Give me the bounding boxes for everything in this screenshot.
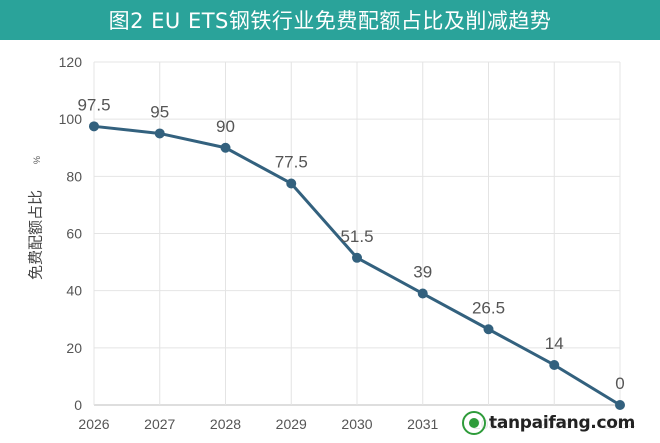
data-point	[417, 288, 428, 299]
data-label: 14	[545, 334, 564, 353]
data-point	[352, 252, 362, 263]
y-tick-label: 80	[66, 168, 82, 184]
x-tick-label: 2029	[276, 416, 307, 432]
y-tick-label: 20	[66, 340, 82, 356]
data-label: 26.5	[472, 298, 505, 317]
chart-title-bar: 图2 EU ETS钢铁行业免费配额占比及削减趋势	[0, 0, 660, 40]
y-tick-label: 120	[59, 54, 83, 70]
data-point	[220, 142, 231, 153]
x-tick-label: 2028	[210, 416, 241, 432]
y-axis-label: 免费配额占比	[26, 189, 45, 281]
tanpaifang-logo-icon	[462, 411, 486, 435]
y-tick-label: 100	[59, 111, 83, 127]
y-axis-unit: %	[32, 155, 43, 165]
data-point	[549, 359, 560, 370]
x-tick-label: 2026	[78, 416, 109, 432]
data-label: 90	[216, 117, 235, 136]
y-tick-label: 0	[74, 397, 82, 413]
y-tick-label: 40	[66, 283, 82, 299]
data-label: 77.5	[275, 152, 308, 171]
watermark-text: tanpaifang.com	[489, 413, 636, 433]
data-point	[483, 324, 494, 335]
y-axis-label-wrap: 免费配额占比	[20, 140, 50, 330]
data-label: 97.5	[77, 95, 110, 114]
x-tick-label: 2030	[341, 416, 372, 432]
y-tick-label: 60	[66, 226, 82, 242]
data-label: 39	[413, 263, 432, 282]
x-tick-label: 2031	[407, 416, 438, 432]
data-label: 51.5	[340, 227, 373, 246]
x-tick-label: 2027	[144, 416, 175, 432]
chart-title: 图2 EU ETS钢铁行业免费配额占比及削减趋势	[108, 9, 552, 33]
data-point	[615, 400, 625, 410]
watermark: tanpaifang.com	[462, 410, 642, 436]
data-point	[286, 178, 297, 189]
data-point	[89, 121, 99, 132]
data-label: 0	[615, 374, 624, 393]
data-point	[154, 128, 165, 139]
data-label: 95	[150, 102, 169, 121]
